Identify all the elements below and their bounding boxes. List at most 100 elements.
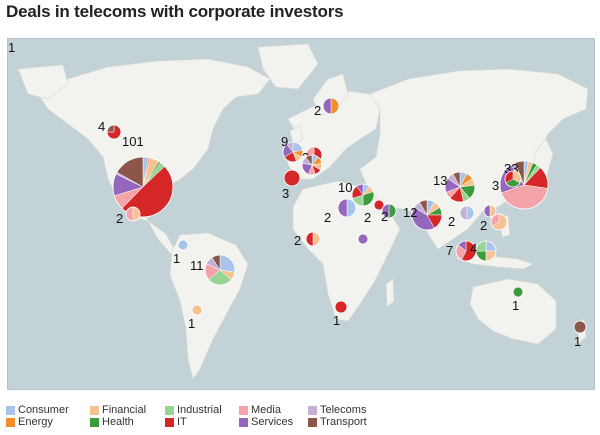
bubble-outline bbox=[204, 254, 236, 286]
deal-count-label: 3 bbox=[282, 186, 289, 201]
bubble-outline bbox=[322, 97, 340, 115]
map-panel[interactable]: 1014211112923210222111213333227411 bbox=[7, 38, 595, 390]
legend-label: Health bbox=[102, 416, 134, 428]
legend-swatch bbox=[165, 405, 174, 415]
bubble-outline bbox=[125, 206, 141, 222]
location-usa[interactable]: 101 bbox=[112, 134, 174, 218]
legend-label: IT bbox=[177, 416, 187, 428]
legend-label: Industrial bbox=[177, 404, 222, 416]
location-uae[interactable]: 2 bbox=[381, 203, 397, 224]
bubble-outline bbox=[283, 169, 301, 187]
land-south-america bbox=[169, 232, 249, 380]
deal-count-label: 1 bbox=[8, 40, 15, 55]
legend-item-energy[interactable]: Energy bbox=[6, 416, 53, 428]
bubble-outline bbox=[357, 233, 369, 245]
deal-count-label: 1 bbox=[188, 316, 195, 331]
location-colombia[interactable]: 1 bbox=[173, 239, 189, 266]
legend-swatch bbox=[239, 405, 248, 415]
bubble-outline bbox=[512, 286, 524, 298]
location-europe-cluster[interactable] bbox=[301, 154, 323, 176]
bubble-outline bbox=[444, 171, 476, 203]
location-egypt[interactable]: 2 bbox=[324, 198, 357, 225]
location-korea[interactable]: 3 bbox=[492, 170, 522, 193]
bubble-outline bbox=[305, 231, 321, 247]
legend-item-consumer[interactable]: Consumer bbox=[6, 404, 69, 416]
deal-count-label: 2 bbox=[364, 210, 371, 225]
deal-count-label: 101 bbox=[122, 134, 144, 149]
legend-swatch bbox=[6, 417, 15, 427]
legend-swatch bbox=[90, 405, 99, 415]
location-uk[interactable]: 9 bbox=[281, 134, 304, 163]
legend-label: Energy bbox=[18, 416, 53, 428]
legend-item-health[interactable]: Health bbox=[90, 416, 134, 428]
land-alaska bbox=[17, 64, 69, 100]
location-south-africa[interactable]: 1 bbox=[333, 300, 348, 328]
legend-item-transport[interactable]: Transport bbox=[308, 416, 367, 428]
deal-count-label: 12 bbox=[403, 205, 417, 220]
location-spain[interactable]: 3 bbox=[282, 169, 301, 201]
deal-count-label: 7 bbox=[446, 243, 453, 258]
deal-bubbles: 1014211112923210222111213333227411 bbox=[8, 40, 587, 349]
location-singapore[interactable]: 7 bbox=[446, 240, 477, 262]
location-taiwan[interactable]: 2 bbox=[448, 205, 475, 229]
bubble-outline bbox=[475, 240, 497, 262]
legend-label: Media bbox=[251, 404, 281, 416]
deal-count-label: 3 bbox=[492, 178, 499, 193]
bubble-outline bbox=[351, 183, 375, 207]
deal-count-label: 2 bbox=[116, 211, 123, 226]
bubble-outline bbox=[459, 205, 475, 221]
legend-swatch bbox=[308, 405, 317, 415]
location-australia[interactable]: 1 bbox=[512, 286, 524, 313]
deal-count-label: 1 bbox=[333, 313, 340, 328]
legend-item-financial[interactable]: Financial bbox=[90, 404, 146, 416]
legend-swatch bbox=[6, 405, 15, 415]
deal-count-label: 13 bbox=[433, 173, 447, 188]
location-argentina[interactable]: 1 bbox=[188, 304, 203, 331]
bubble-outline bbox=[504, 170, 522, 188]
location-israel[interactable]: 2 bbox=[364, 199, 385, 225]
bubble-outline bbox=[499, 160, 549, 210]
legend: Consumer Energy Financial Health Industrial I… bbox=[6, 404, 596, 434]
deal-count-label: 10 bbox=[338, 180, 352, 195]
location-turkey[interactable]: 10 bbox=[338, 180, 375, 207]
legend-item-media[interactable]: Media bbox=[239, 404, 281, 416]
legend-swatch bbox=[165, 417, 174, 427]
legend-label: Financial bbox=[102, 404, 147, 416]
deal-count-label: 2 bbox=[480, 218, 487, 233]
bubble-outline bbox=[337, 198, 357, 218]
location-new-zealand[interactable]: 1 bbox=[573, 320, 587, 349]
legend-label: Telecoms bbox=[320, 404, 367, 416]
deal-count-label: 1 bbox=[574, 334, 581, 349]
location-india[interactable]: 12 bbox=[403, 199, 443, 231]
location-philippines[interactable] bbox=[490, 213, 508, 231]
location-nigeria[interactable]: 2 bbox=[294, 231, 321, 248]
location-brazil[interactable]: 11 bbox=[190, 254, 236, 286]
location-sweden[interactable]: 2 bbox=[314, 97, 340, 118]
deal-count-label: 4 bbox=[470, 241, 477, 256]
location-kenya[interactable]: 1 bbox=[8, 40, 369, 245]
location-canada[interactable]: 4 bbox=[98, 119, 122, 140]
bubble-outline bbox=[490, 213, 508, 231]
deal-count-label: 2 bbox=[448, 214, 455, 229]
bubble-outline bbox=[483, 204, 497, 218]
bubble-outline bbox=[301, 154, 323, 176]
location-indonesia[interactable]: 4 bbox=[470, 240, 497, 262]
bubble-outline bbox=[177, 239, 189, 251]
deal-count-label: 2 bbox=[294, 233, 301, 248]
legend-item-industrial[interactable]: Industrial bbox=[165, 404, 222, 416]
bubble-outline bbox=[191, 304, 203, 316]
land-masses bbox=[17, 43, 589, 380]
legend-swatch bbox=[239, 417, 248, 427]
location-mexico[interactable]: 2 bbox=[116, 206, 141, 226]
bubble-outline bbox=[282, 141, 304, 163]
bubble-outline bbox=[573, 320, 587, 334]
legend-item-it[interactable]: IT bbox=[165, 416, 187, 428]
location-china[interactable]: 13 bbox=[433, 171, 476, 203]
bubble-outline bbox=[112, 156, 174, 218]
legend-item-services[interactable]: Services bbox=[239, 416, 293, 428]
location-hong-kong[interactable]: 2 bbox=[480, 204, 497, 233]
legend-label: Consumer bbox=[18, 404, 69, 416]
bubble-outline bbox=[373, 199, 385, 211]
bubble-outline bbox=[334, 300, 348, 314]
legend-item-telecoms[interactable]: Telecoms bbox=[308, 404, 366, 416]
